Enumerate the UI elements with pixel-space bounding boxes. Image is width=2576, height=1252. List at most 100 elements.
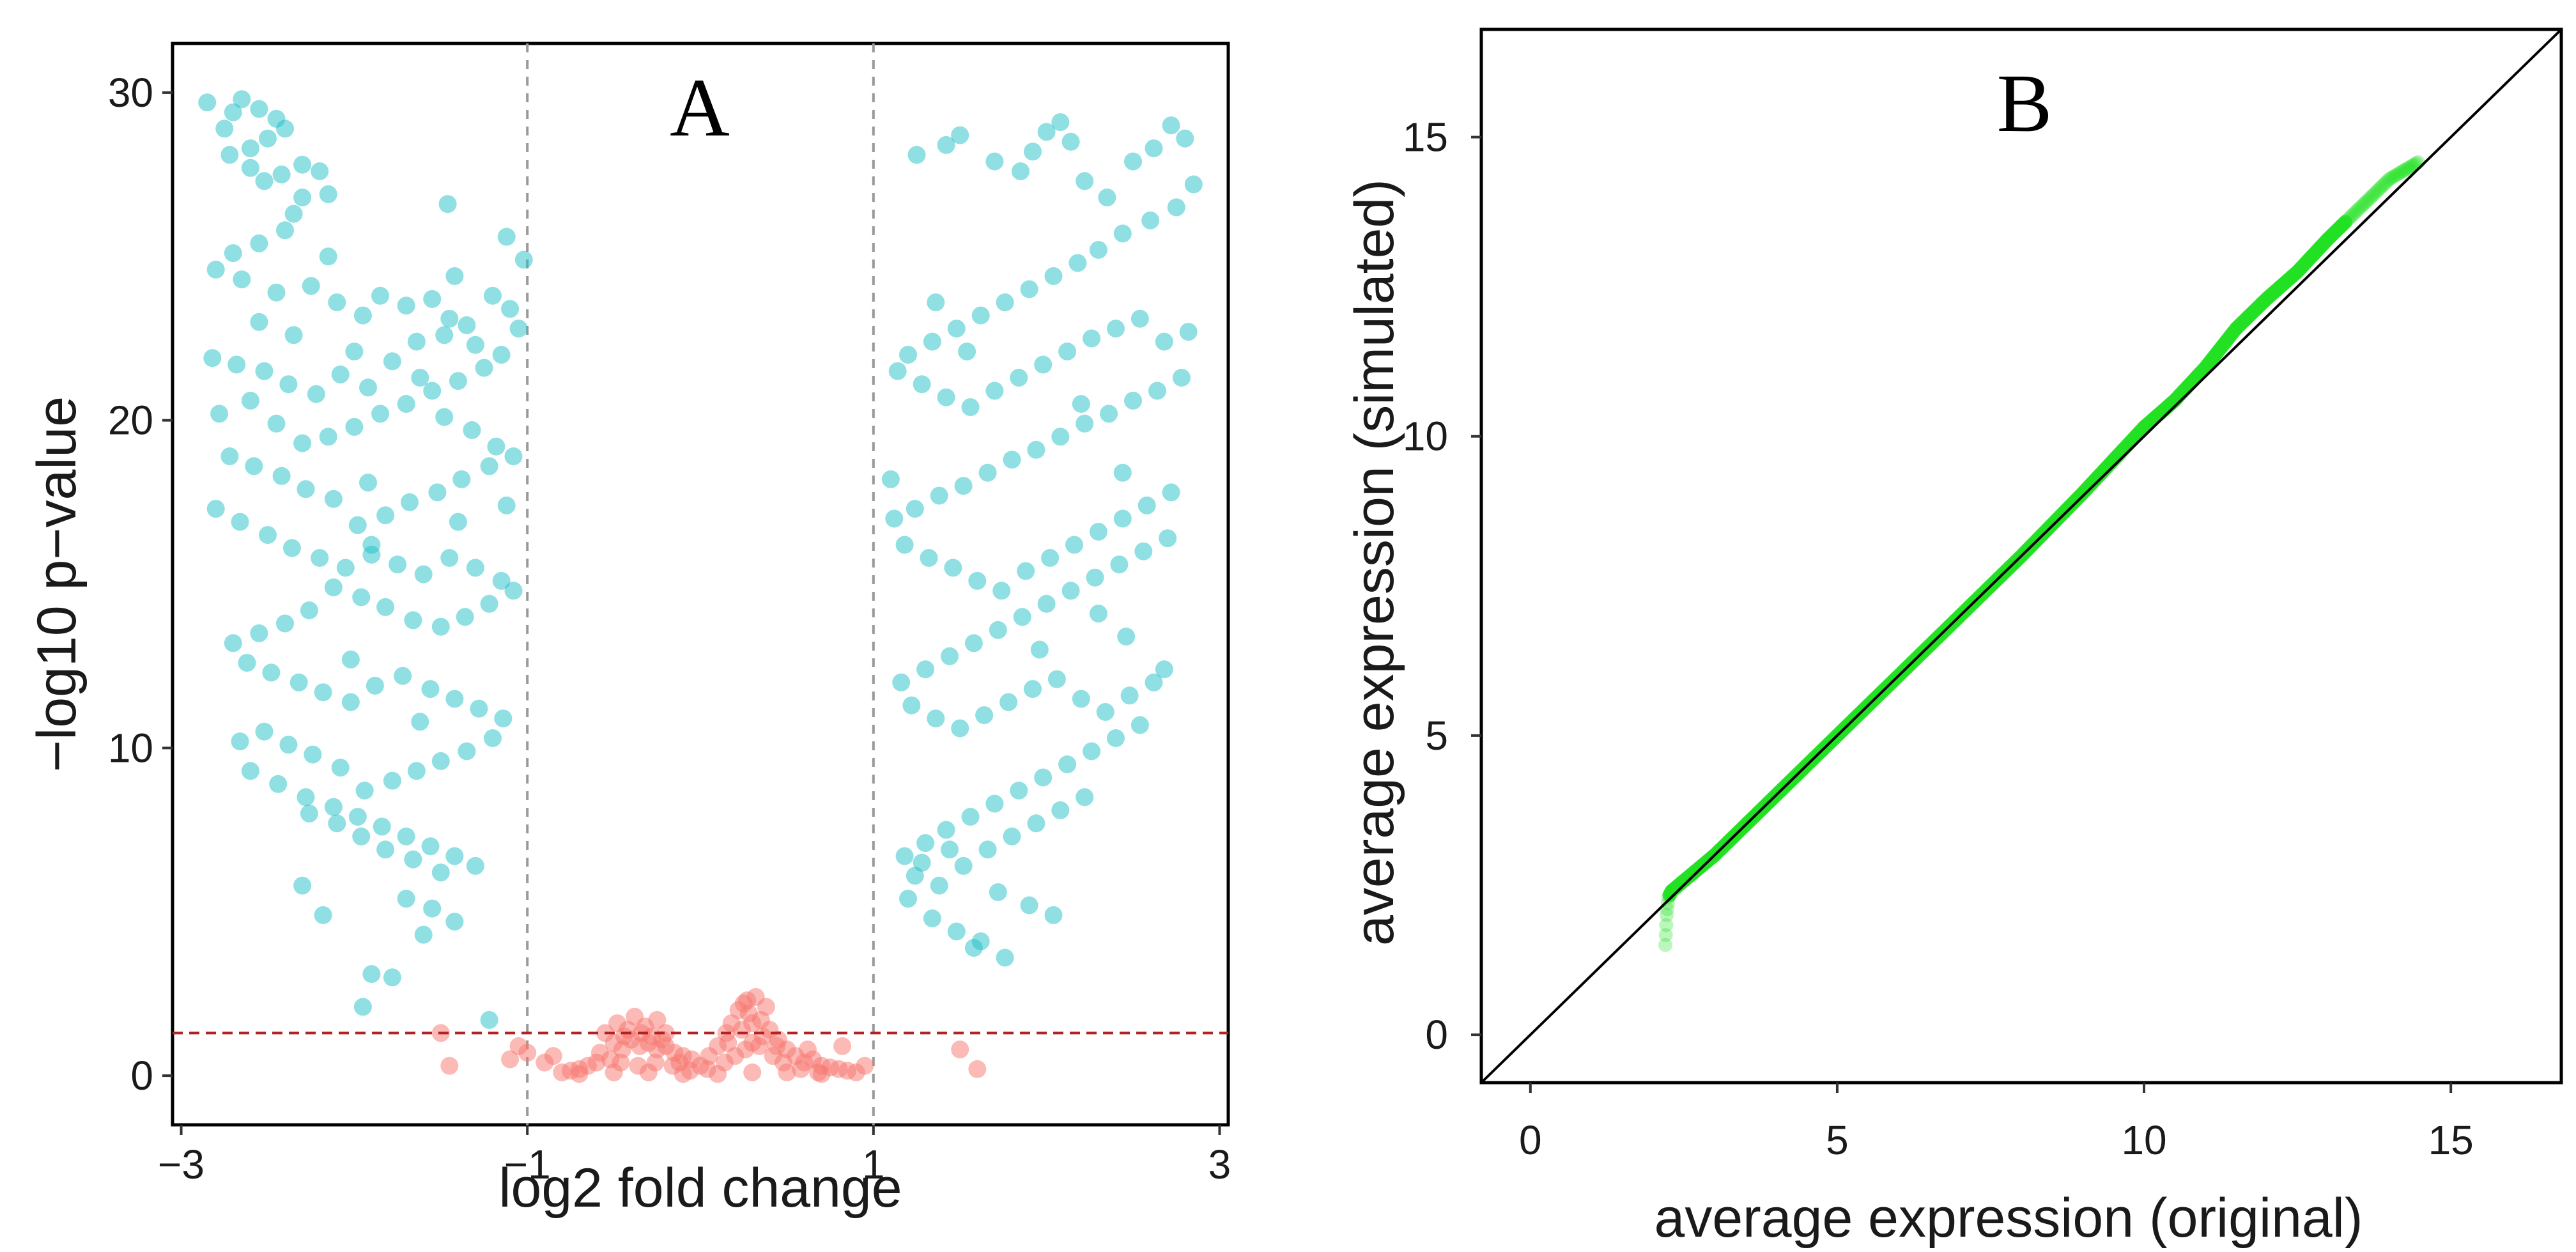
significant-gene-point [328, 814, 346, 833]
significant-gene-point [353, 998, 372, 1016]
nonsignificant-gene-point [670, 1053, 689, 1072]
significant-gene-point [1072, 690, 1090, 708]
significant-gene-point [348, 516, 367, 534]
expression-point [2348, 205, 2363, 220]
significant-gene-point [906, 500, 924, 518]
significant-gene-point [1162, 483, 1180, 502]
x-tick-label: −3 [158, 1141, 204, 1187]
x-tick-label: −1 [504, 1141, 551, 1187]
significant-gene-point [1076, 172, 1094, 190]
y-tick-label: 30 [108, 70, 153, 116]
significant-gene-point [272, 467, 291, 485]
nonsignificant-gene-point [501, 1050, 520, 1069]
significant-gene-point [319, 247, 337, 266]
significant-gene-point [1124, 152, 1142, 171]
significant-gene-point [245, 457, 263, 475]
significant-gene-point [376, 840, 395, 859]
significant-gene-point [449, 372, 467, 390]
panel-a-letter: A [670, 62, 730, 154]
significant-gene-point [328, 293, 346, 312]
significant-gene-point [1148, 382, 1166, 400]
significant-gene-point [421, 680, 440, 699]
significant-gene-point [951, 719, 969, 738]
nonsignificant-gene-point [833, 1037, 852, 1055]
significant-gene-point [463, 421, 481, 439]
significant-gene-point [1113, 463, 1132, 482]
significant-gene-point [470, 699, 488, 718]
significant-gene-point [941, 840, 959, 859]
significant-gene-point [920, 549, 938, 567]
significant-gene-point [1107, 320, 1125, 338]
significant-gene-point [279, 736, 298, 754]
significant-gene-point [1117, 628, 1136, 645]
significant-gene-point [1076, 788, 1094, 807]
significant-gene-point [989, 621, 1007, 639]
significant-gene-point [352, 827, 371, 846]
panel-b-identity-line [1480, 28, 2563, 1084]
nonsignificant-gene-point [553, 1063, 571, 1081]
nonsignificant-gene-point [544, 1047, 562, 1065]
significant-gene-point [1034, 355, 1053, 374]
nonsignificant-gene-point [518, 1044, 537, 1062]
significant-gene-point [324, 578, 343, 597]
expression-point [1660, 908, 1674, 922]
significant-gene-point [484, 286, 502, 305]
nonsignificant-gene-point [709, 1065, 727, 1083]
panel-b-x-axis-title: average expression (original) [1654, 1187, 2363, 1249]
significant-gene-point [1020, 896, 1038, 915]
significant-gene-point [1010, 369, 1028, 387]
significant-gene-point [259, 129, 277, 148]
significant-gene-point [345, 343, 364, 360]
significant-gene-point [297, 480, 315, 498]
significant-gene-point [431, 617, 450, 636]
significant-gene-point [1072, 395, 1090, 413]
expression-point [2352, 201, 2366, 216]
expression-point [2394, 165, 2409, 180]
nonsignificant-gene-point [743, 1063, 762, 1081]
significant-gene-point [250, 234, 268, 252]
significant-gene-point [947, 320, 966, 338]
significant-gene-point [224, 103, 242, 121]
significant-gene-point [494, 709, 513, 728]
significant-gene-point [241, 158, 259, 177]
significant-gene-point [366, 676, 384, 695]
significant-gene-point [961, 808, 980, 826]
significant-gene-point [1065, 536, 1083, 554]
significant-gene-point [423, 382, 442, 400]
expression-point [2359, 194, 2374, 209]
significant-gene-point [1098, 189, 1116, 206]
significant-gene-point [892, 673, 911, 692]
significant-gene-point [971, 306, 990, 325]
nonsignificant-gene-point [648, 1010, 667, 1029]
nonsignificant-gene-point [738, 991, 757, 1010]
significant-gene-point [231, 513, 249, 531]
expression-point [2390, 167, 2405, 182]
significant-gene-point [1024, 680, 1042, 699]
expression-point [2403, 159, 2418, 174]
significant-gene-point [1068, 254, 1087, 272]
expression-point [2379, 175, 2393, 190]
significant-gene-point [916, 834, 935, 853]
nonsignificant-gene-point [757, 998, 775, 1016]
significant-gene-point [466, 559, 484, 577]
significant-gene-point [975, 706, 994, 725]
expression-point [2361, 192, 2376, 207]
significant-gene-point [492, 571, 511, 590]
significant-gene-point [458, 316, 476, 334]
significant-gene-point [1051, 113, 1070, 132]
expression-point [1658, 938, 1673, 952]
significant-gene-point [311, 549, 329, 567]
nonsignificant-gene-point [440, 1056, 459, 1075]
significant-gene-point [1145, 673, 1163, 692]
significant-gene-point [428, 483, 447, 502]
significant-gene-point [297, 788, 315, 807]
significant-gene-point [224, 634, 242, 653]
significant-gene-point [1083, 742, 1101, 761]
significant-gene-point [895, 536, 914, 554]
significant-gene-point [1134, 542, 1153, 560]
significant-gene-point [1179, 323, 1198, 341]
significant-gene-point [1145, 139, 1163, 158]
significant-gene-point [885, 509, 904, 528]
significant-gene-point [514, 251, 533, 269]
significant-gene-point [250, 624, 268, 642]
